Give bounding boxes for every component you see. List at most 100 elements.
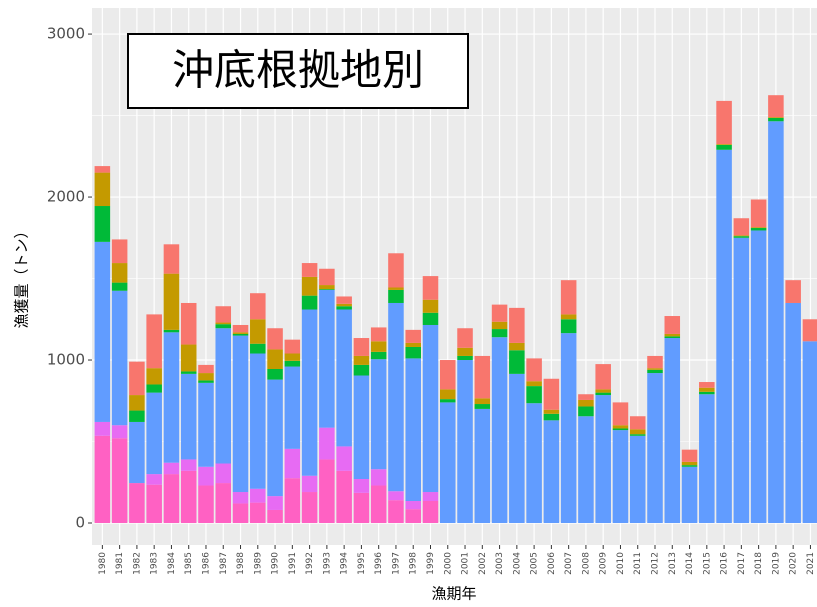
bar-segment: [267, 368, 283, 380]
bar-segment: [474, 398, 491, 405]
bar-segment: [560, 280, 577, 315]
bar-segment: [180, 373, 197, 460]
bar-segment: [405, 329, 421, 343]
x-tick-label: 1988: [236, 552, 246, 575]
bar-segment: [405, 346, 421, 359]
bar-segment: [681, 461, 698, 466]
bar-segment: [111, 282, 128, 291]
bar-segment: [284, 339, 301, 354]
bar-segment: [578, 399, 594, 407]
bar-segment: [250, 319, 266, 344]
bar-segment: [405, 500, 421, 510]
bar-segment: [509, 373, 525, 523]
bar-segment: [94, 206, 111, 242]
bar-segment: [250, 343, 266, 354]
bar-segment: [163, 332, 180, 463]
bar-segment: [509, 350, 525, 374]
x-tick-label: 1982: [132, 552, 142, 575]
bars: [94, 95, 817, 523]
bar-segment: [129, 395, 145, 411]
bar-segment: [733, 237, 750, 523]
bar-segment: [664, 336, 681, 339]
x-tick-label: 1981: [115, 552, 125, 575]
bar-segment: [319, 459, 335, 523]
bar-segment: [284, 353, 301, 361]
bar-segment: [612, 428, 629, 431]
bar-segment: [612, 425, 629, 429]
bar-segment: [267, 496, 283, 510]
bar-segment: [319, 285, 335, 290]
title-box: [127, 33, 469, 109]
x-tick-label: 2012: [651, 552, 661, 575]
bar-segment: [664, 338, 681, 523]
bar-segment: [664, 316, 681, 334]
bar-segment: [336, 303, 352, 307]
bar-segment: [129, 421, 145, 484]
bar-segment: [750, 199, 767, 228]
bar-segment: [336, 306, 352, 310]
bar-segment: [353, 338, 370, 356]
x-tick-label: 2005: [530, 552, 540, 575]
bar-segment: [319, 289, 335, 290]
bar-segment: [526, 358, 542, 382]
x-tick-label: 2020: [789, 552, 799, 575]
bar-segment: [699, 394, 715, 523]
bar-segment: [474, 404, 491, 409]
bar-segment: [647, 355, 663, 369]
bar-segment: [802, 319, 817, 342]
bar-segment: [699, 382, 715, 388]
bar-segment: [215, 324, 232, 329]
bar-segment: [750, 227, 767, 229]
bar-segment: [629, 429, 646, 435]
bar-segment: [301, 492, 318, 523]
x-tick-label: 2018: [754, 552, 764, 575]
bar-segment: [180, 459, 197, 471]
x-tick-label: 2017: [737, 552, 747, 575]
bar-segment: [439, 399, 456, 403]
bar-segment: [301, 295, 318, 310]
x-tick-label: 1980: [98, 552, 108, 575]
x-tick-label: 2001: [461, 552, 471, 575]
bar-segment: [353, 492, 370, 523]
bar-segment: [578, 416, 594, 523]
bar-segment: [353, 364, 370, 376]
bar-segment: [250, 353, 266, 489]
bar-segment: [336, 309, 352, 447]
x-tick-label: 2006: [547, 552, 557, 575]
bar-segment: [716, 100, 732, 145]
bar-segment: [319, 289, 335, 428]
bar-segment: [250, 293, 266, 320]
bar-segment: [284, 360, 301, 367]
bar-segment: [457, 328, 473, 348]
axis: 0 1000 2000 3000 1980 1981 1982 1983 1984 1985 198…: [47, 25, 816, 575]
bar-segment: [215, 328, 232, 464]
bar-segment: [388, 253, 404, 288]
bar-segment: [716, 149, 732, 523]
x-tick-label: 1987: [219, 552, 229, 575]
bar-segment: [699, 387, 715, 392]
bar-segment: [180, 470, 197, 523]
bar-segment: [543, 420, 560, 523]
bar-segment: [129, 361, 145, 396]
bar-segment: [595, 364, 611, 390]
bar-segment: [768, 117, 784, 119]
bar-segment: [336, 296, 352, 304]
bar-segment: [768, 118, 784, 122]
bar-segment: [198, 364, 214, 374]
bar-segment: [319, 427, 335, 460]
bar-segment: [647, 368, 663, 370]
bar-segment: [301, 475, 318, 493]
bar-segment: [163, 273, 180, 330]
bar-segment: [681, 466, 698, 523]
y-tick-label: 2000: [47, 188, 85, 206]
x-tick-label: 2013: [668, 552, 678, 575]
bar-segment: [595, 392, 611, 396]
bar-segment: [267, 349, 283, 369]
bar-segment: [111, 425, 128, 439]
bar-segment: [422, 492, 439, 501]
x-tick-label: 1993: [322, 552, 332, 575]
x-tick-label: 1992: [305, 552, 315, 575]
bar-segment: [612, 430, 629, 523]
bar-segment: [353, 478, 370, 493]
